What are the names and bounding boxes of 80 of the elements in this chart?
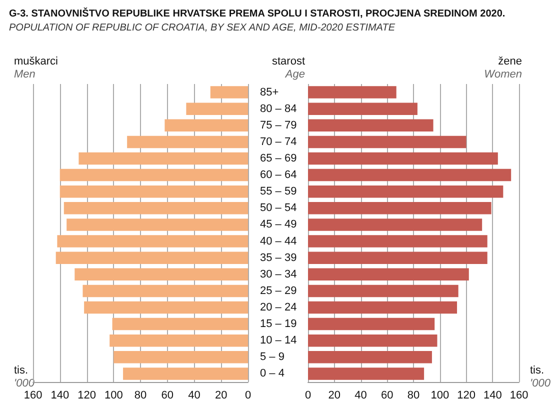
x-tick-label: 140 xyxy=(483,390,502,402)
text: Men xyxy=(14,68,36,80)
bar xyxy=(308,301,458,314)
bar xyxy=(308,218,482,231)
bar xyxy=(308,334,438,347)
y-axis-title: starost Age xyxy=(272,56,306,80)
bar xyxy=(308,86,396,98)
bar xyxy=(308,152,498,165)
y-tick-label: 35 – 39 xyxy=(260,252,297,264)
x-tick-label: 80 xyxy=(407,390,420,402)
x-tick-label: 100 xyxy=(430,390,450,402)
bar xyxy=(66,218,248,231)
bar xyxy=(114,351,248,364)
x-tick-label: 160 xyxy=(510,390,528,402)
bar xyxy=(74,268,248,281)
x-tick-label: 160 xyxy=(24,390,42,402)
bar xyxy=(308,351,432,364)
y-tick-label: 80 – 84 xyxy=(260,102,297,115)
chart-subtitle: POPULATION OF REPUBLIC OF CROATIA, BY SEX AND AGE, MID-2020 ESTIMATE xyxy=(9,22,396,34)
x-tick-label: 20 xyxy=(328,390,340,402)
y-tick-label: 75 – 79 xyxy=(260,119,297,132)
bar xyxy=(308,268,469,281)
y-tick-label: 0 – 4 xyxy=(260,368,284,380)
bar xyxy=(123,368,248,380)
x-tick-label: 40 xyxy=(354,390,367,402)
x-tick-label: 120 xyxy=(457,390,476,402)
y-tick-label: 20 – 24 xyxy=(260,302,297,314)
bar xyxy=(308,168,512,182)
bar xyxy=(164,119,248,132)
x-tick-label: 0 xyxy=(304,390,312,402)
x-tick-label: 140 xyxy=(50,390,70,402)
text: muškarci xyxy=(14,56,58,68)
bar xyxy=(308,136,466,148)
y-tick-label: 55 – 59 xyxy=(260,186,297,198)
bar xyxy=(308,119,434,132)
bar xyxy=(308,235,488,248)
bar xyxy=(60,168,248,182)
y-tick-label: 70 – 74 xyxy=(260,136,297,148)
y-tick-label: 10 – 14 xyxy=(260,334,297,347)
y-tick-label: 50 – 54 xyxy=(260,202,297,214)
x-tick-label: 80 xyxy=(134,390,147,402)
y-tick-label: 15 – 19 xyxy=(260,318,297,330)
y-tick-label: 60 – 64 xyxy=(260,169,297,182)
y-tick-label: 5 – 9 xyxy=(260,351,284,364)
text: žene xyxy=(498,56,522,68)
bar xyxy=(308,185,504,198)
bar xyxy=(308,102,418,115)
bar xyxy=(78,152,248,165)
bar xyxy=(210,86,248,98)
x-axis-title: tis. '000 xyxy=(530,364,552,390)
bar xyxy=(82,284,248,298)
y-tick-label: 25 – 29 xyxy=(260,284,297,297)
chart-title: G-3. STANOVNIŠTVO REPUBLIKE HRVATSKE PREMA SPOLU I STAROSTI, PROCJENA SREDINOM 2020. xyxy=(9,8,506,20)
bar xyxy=(110,334,248,347)
y-tick-label: 40 – 44 xyxy=(260,235,297,248)
x-tick-label: 60 xyxy=(161,390,174,402)
bar xyxy=(308,252,488,264)
bar xyxy=(186,102,248,115)
y-tick-label: 65 – 69 xyxy=(260,152,297,164)
bar xyxy=(127,136,248,148)
text: Women xyxy=(484,68,522,80)
y-tick-label: 85+ xyxy=(260,86,279,98)
x-tick-label: 0 xyxy=(244,390,252,402)
bar xyxy=(84,301,248,314)
x-tick-label: 100 xyxy=(104,390,123,402)
bar xyxy=(308,318,435,330)
bar xyxy=(308,368,424,380)
y-tick-label: 45 – 49 xyxy=(260,218,297,231)
x-tick-label: 40 xyxy=(188,390,200,402)
x-tick-label: 60 xyxy=(381,390,394,402)
bar xyxy=(308,202,492,214)
bar xyxy=(64,202,248,214)
bar xyxy=(60,185,248,198)
bar xyxy=(57,235,248,248)
bar xyxy=(112,318,248,330)
bar xyxy=(308,284,458,298)
x-tick-label: 20 xyxy=(215,390,228,402)
y-tick-label: 30 – 34 xyxy=(260,268,297,280)
bar xyxy=(56,252,248,264)
x-tick-label: 120 xyxy=(78,390,96,402)
